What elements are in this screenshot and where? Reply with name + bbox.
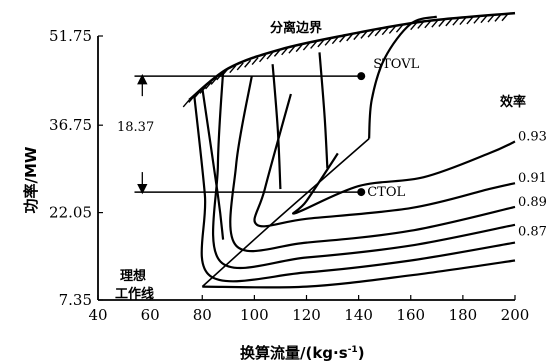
surge-hatch bbox=[188, 94, 196, 103]
surge-hatch bbox=[374, 28, 382, 37]
surge-hatch bbox=[259, 54, 267, 63]
surge-hatch bbox=[445, 18, 453, 27]
surge-hatch bbox=[273, 48, 281, 57]
surge-hatch bbox=[381, 27, 389, 36]
surge-hatch bbox=[459, 17, 467, 26]
efficiency-contour-label: 0.87 bbox=[518, 225, 547, 240]
surge-hatch bbox=[331, 36, 339, 45]
surge-line-label: 分离边界 bbox=[270, 20, 322, 36]
surge-line-group bbox=[182, 11, 516, 108]
working-line-group bbox=[201, 137, 370, 288]
efficiency-contour-label: 0.89 bbox=[518, 195, 547, 210]
surge-hatch bbox=[487, 14, 495, 23]
surge-hatch bbox=[281, 47, 289, 56]
point-label-stovl: STOVL bbox=[373, 57, 419, 72]
x-tick-label: 80 bbox=[193, 306, 212, 324]
x-tick-label: 40 bbox=[88, 306, 107, 324]
efficiency-contour-label: 0.93 bbox=[518, 130, 547, 145]
x-tick-label: 180 bbox=[449, 306, 478, 324]
surge-hatch bbox=[494, 13, 502, 22]
dimension-label: 18.37 bbox=[117, 120, 154, 135]
efficiency-contour-8 bbox=[271, 64, 282, 190]
x-axis-label: 换算流量/(kg·s-1) bbox=[240, 344, 365, 362]
x-tick-label: 120 bbox=[292, 306, 321, 324]
point-label-ctol: CTOL bbox=[367, 185, 405, 200]
surge-hatch bbox=[182, 99, 190, 108]
x-tick-label: 160 bbox=[396, 306, 425, 324]
surge-hatch bbox=[302, 42, 310, 51]
surge-hatch bbox=[210, 76, 218, 85]
efficiency-contour-9 bbox=[318, 52, 329, 169]
efficiency-contour-3 bbox=[229, 75, 516, 253]
surge-hatch bbox=[360, 30, 368, 39]
surge-hatch bbox=[367, 29, 375, 38]
x-tick-label: 100 bbox=[240, 306, 269, 324]
surge-hatch bbox=[288, 45, 296, 54]
surge-hatch bbox=[205, 81, 213, 90]
surge-hatch bbox=[388, 25, 396, 34]
surge-hatch bbox=[480, 15, 488, 24]
surge-line bbox=[188, 11, 516, 101]
surge-hatch bbox=[473, 15, 481, 24]
surge-hatch bbox=[395, 24, 403, 33]
working-line-label-1: 理想 bbox=[120, 268, 146, 284]
y-tick-label: 22.05 bbox=[49, 204, 92, 222]
efficiency-contour-label: 0.91 bbox=[518, 171, 547, 186]
surge-hatch bbox=[501, 13, 509, 22]
surge-hatch bbox=[353, 32, 361, 41]
efficiency-contour-0 bbox=[368, 15, 438, 139]
surge-hatch bbox=[251, 57, 259, 65]
efficiency-contour-5 bbox=[193, 96, 516, 283]
surge-hatch bbox=[431, 19, 439, 28]
surge-hatch bbox=[295, 44, 303, 53]
surge-hatch bbox=[324, 37, 332, 46]
surge-hatch bbox=[244, 59, 252, 68]
reference-lines: STOVL CTOL bbox=[134, 57, 420, 200]
axes: 40 60 80 100 120 140 160 180 200 7.35 22.05 36.75 51… bbox=[49, 27, 529, 324]
surge-hatch bbox=[346, 33, 354, 42]
x-axis-label-close: ) bbox=[358, 344, 365, 362]
surge-hatch bbox=[199, 85, 207, 94]
x-tick-label: 60 bbox=[141, 306, 160, 324]
efficiency-contour-7 bbox=[201, 87, 225, 240]
surge-hatch bbox=[410, 22, 418, 31]
surge-hatch bbox=[466, 16, 474, 25]
working-line bbox=[201, 137, 370, 288]
y-tick-label: 7.35 bbox=[59, 291, 92, 309]
surge-hatch bbox=[229, 65, 237, 74]
efficiency-contour-4 bbox=[211, 71, 516, 270]
efficiency-contour-6 bbox=[202, 259, 516, 289]
surge-hatch bbox=[424, 20, 432, 29]
point-stovl bbox=[357, 72, 366, 81]
y-axis-label: 功率/MW bbox=[22, 146, 40, 213]
surge-hatch bbox=[452, 17, 460, 26]
surge-hatch bbox=[417, 20, 425, 29]
surge-hatch bbox=[221, 67, 229, 76]
surge-hatch bbox=[266, 51, 274, 60]
x-axis-label-main: 换算流量/(kg·s bbox=[240, 344, 348, 362]
working-line-label-2: 工作线 bbox=[115, 286, 154, 302]
efficiency-title: 效率 bbox=[500, 94, 526, 110]
annotations: 分离边界 效率 理想 工作线 功率/MW 换算流量/(kg·s-1) 18.37 bbox=[22, 20, 526, 362]
efficiency-contours: 0.93 0.91 0.89 0.87 bbox=[193, 15, 547, 289]
point-ctol bbox=[357, 188, 366, 197]
surge-hatch bbox=[310, 40, 318, 49]
surge-hatch bbox=[438, 19, 446, 27]
surge-hatch bbox=[193, 90, 201, 99]
x-tick-label: 200 bbox=[501, 306, 530, 324]
x-tick-label: 140 bbox=[344, 306, 373, 324]
surge-hatch bbox=[403, 23, 411, 32]
efficiency-contour-1 bbox=[291, 140, 516, 215]
surge-hatch bbox=[317, 39, 325, 48]
y-tick-label: 36.75 bbox=[49, 116, 92, 134]
efficiency-contour-2 bbox=[253, 93, 516, 228]
surge-hatch bbox=[236, 62, 244, 71]
x-axis-label-sup: -1 bbox=[348, 345, 358, 355]
y-tick-label: 51.75 bbox=[49, 27, 92, 45]
surge-hatch bbox=[339, 34, 347, 43]
